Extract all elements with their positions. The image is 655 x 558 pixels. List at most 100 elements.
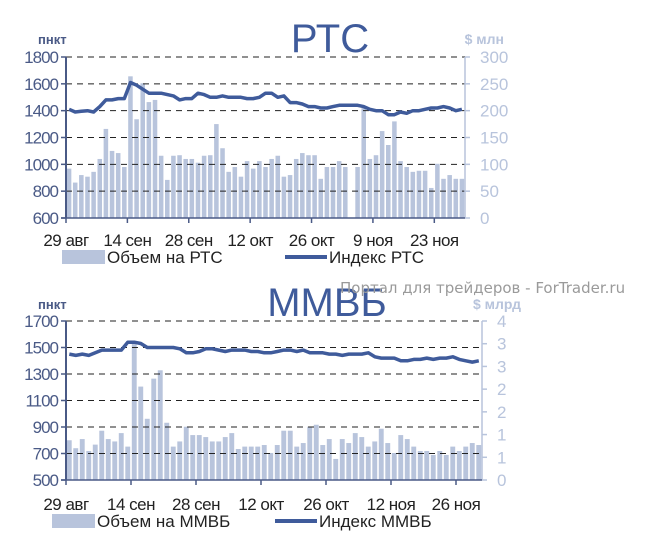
volume-bar <box>378 428 384 480</box>
volume-bar <box>105 439 111 480</box>
volume-bar <box>190 435 196 480</box>
volume-bar <box>112 441 118 480</box>
y-left-tick-label: 600 <box>33 209 59 228</box>
volume-bar <box>318 178 324 218</box>
x-tick-label: 26 окт <box>303 495 349 514</box>
volume-bar <box>229 433 235 480</box>
x-tick-label: 12 ноя <box>367 495 416 514</box>
volume-bar <box>386 145 391 218</box>
y-left-tick-label: 1200 <box>24 129 58 148</box>
volume-bar <box>165 179 170 218</box>
volume-bar <box>196 435 202 480</box>
volume-bar <box>115 153 121 218</box>
y-right-tick-label: 1 <box>497 426 506 445</box>
volume-bar <box>146 102 152 218</box>
volume-bar <box>275 155 281 218</box>
volume-bar <box>287 430 293 480</box>
volume-bar <box>281 176 287 218</box>
x-tick-label: 9 ноя <box>353 231 393 250</box>
volume-bar <box>379 131 385 218</box>
x-tick-label: 29 авг <box>43 495 89 514</box>
y-left-tick-label: 1000 <box>24 155 58 174</box>
volume-bar <box>326 439 332 480</box>
volume-bar <box>103 128 109 218</box>
volume-bar <box>336 161 342 218</box>
y-left-tick-label: 1100 <box>25 392 58 411</box>
y-left-tick-label: 500 <box>33 471 59 490</box>
volume-bar <box>164 422 170 480</box>
volume-bar <box>203 437 209 480</box>
y-right-tick-label: 50 <box>480 182 499 201</box>
volume-bar <box>300 443 306 480</box>
volume-bar <box>244 161 250 218</box>
volume-bar <box>422 170 428 218</box>
volume-bar <box>235 448 241 480</box>
volume-bar <box>361 107 366 218</box>
volume-bar <box>294 446 300 480</box>
y-left-tick-label: 1500 <box>24 339 58 358</box>
y-right-tick-label: 2 <box>497 403 506 422</box>
volume-bar <box>324 167 330 218</box>
volume-bar <box>248 446 254 480</box>
volume-bar <box>263 167 268 218</box>
watermark: Портал для трейдеров - ForTrader.ru <box>340 279 625 297</box>
volume-bar <box>255 446 261 480</box>
volume-bar <box>226 171 231 218</box>
y-left-tick-label: 1700 <box>24 312 58 331</box>
volume-bar <box>417 450 423 480</box>
volume-bar <box>171 155 176 218</box>
volume-bar <box>99 430 105 480</box>
volume-bar <box>183 426 189 480</box>
volume-bar <box>281 430 287 480</box>
volume-bar <box>151 378 157 480</box>
volume-bar <box>441 178 446 218</box>
volume-bar <box>128 76 133 218</box>
volume-bar <box>92 444 98 480</box>
y-left-tick-label: 1800 <box>24 48 58 67</box>
volume-bar <box>404 439 410 480</box>
index-line <box>68 80 463 117</box>
y-right-tick-label: 0 <box>497 471 506 490</box>
volume-bar <box>385 443 391 480</box>
legend-line-label: Индекс РТС <box>329 248 424 267</box>
y-right-tick-label: 4 <box>497 312 506 331</box>
volume-bar <box>313 424 319 480</box>
chart-micex: 500 700 900 1100 1300 1500 1700 0 1 1 2 2 3 3 4 29 авг 1… <box>24 281 521 531</box>
volume-bar <box>209 441 215 480</box>
volume-bar <box>152 99 158 218</box>
volume-bar <box>131 344 137 480</box>
volume-bar <box>330 167 336 218</box>
volume-bar <box>257 161 262 218</box>
y-left-tick-label: 1400 <box>24 102 58 121</box>
volume-bar <box>437 450 443 480</box>
volume-bar <box>261 445 267 480</box>
volume-bar <box>320 445 326 480</box>
volume-bar <box>306 155 311 218</box>
y-right-tick-label: 300 <box>480 48 508 67</box>
volume-bar <box>293 158 299 218</box>
volume-bar <box>79 175 84 218</box>
volume-bar <box>157 370 163 480</box>
volume-bar <box>177 441 183 480</box>
y-left-tick-label: 1300 <box>24 365 58 384</box>
volume-bar <box>170 446 176 480</box>
volume-bar <box>424 450 430 480</box>
volume-bar <box>355 167 360 218</box>
x-tick-label: 26 ноя <box>432 495 481 514</box>
volume-bar <box>207 155 213 218</box>
volume-bar <box>469 443 475 480</box>
volume-bar <box>109 150 115 218</box>
volume-bar <box>144 418 150 480</box>
y-right-tick-label: 200 <box>480 102 508 121</box>
index-line <box>68 340 480 364</box>
volume-bar <box>416 170 422 218</box>
legend-bar-label: Объем на ММВБ <box>97 512 230 531</box>
volume-bar <box>476 445 482 480</box>
y-left-tick-label: 800 <box>33 182 59 201</box>
y-right-tick-label: 100 <box>480 155 508 174</box>
volume-bar <box>365 446 371 480</box>
y-right-tick-label: 0 <box>480 209 489 228</box>
x-tick-label: 14 сен <box>107 495 155 514</box>
volume-bar <box>177 155 182 218</box>
